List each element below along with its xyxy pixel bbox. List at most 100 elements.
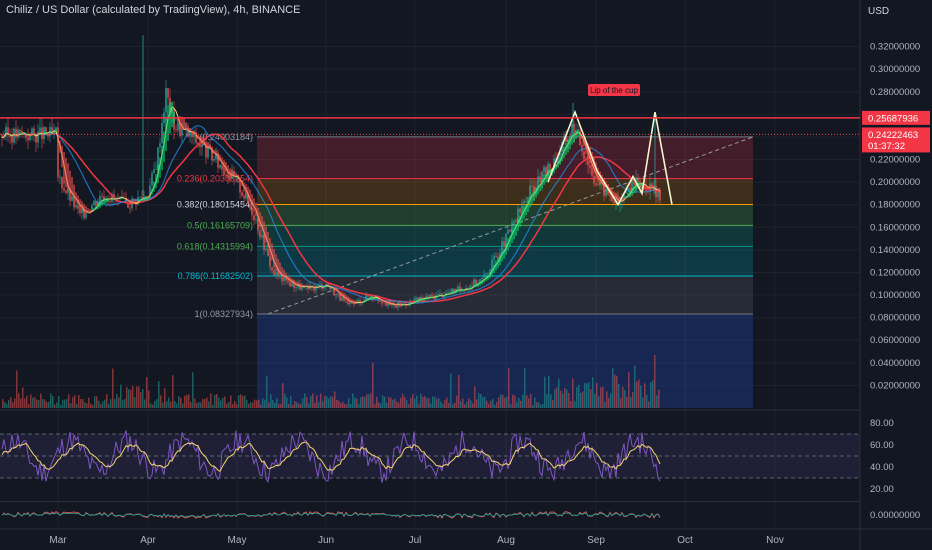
price-tick-label: 0.10000000 — [870, 290, 920, 301]
fib-level-label: 0.618(0.14315994) — [177, 241, 253, 251]
candle-body — [197, 142, 199, 145]
candle-body — [15, 128, 17, 138]
volume-bar — [502, 395, 504, 408]
volume-bar — [200, 402, 202, 408]
price-tick-label: 0.02000000 — [870, 380, 920, 391]
volume-bar — [394, 398, 396, 408]
candle-body — [395, 305, 397, 308]
volume-bar — [34, 397, 36, 408]
candle-body — [333, 288, 335, 296]
price-tick-label: 0.08000000 — [870, 313, 920, 324]
candle-body — [229, 178, 231, 180]
candle-body — [205, 144, 207, 158]
volume-bar — [304, 393, 306, 408]
volume-bar — [374, 404, 376, 408]
volume-bar — [626, 396, 628, 408]
countdown-value: 01:37:32 — [868, 141, 905, 152]
oscillator-signal-line — [1, 512, 661, 518]
volume-bar — [618, 383, 620, 408]
candle-body — [463, 290, 465, 292]
volume-bar — [300, 403, 302, 408]
volume-bar — [466, 402, 468, 408]
candle-body — [367, 294, 369, 297]
volume-bar — [112, 368, 114, 408]
volume-bar — [490, 400, 492, 408]
candle-body — [659, 190, 661, 201]
candle-body — [363, 300, 365, 303]
time-tick-label: Oct — [677, 535, 693, 546]
candle-body — [31, 128, 33, 134]
candle-body — [597, 184, 599, 186]
candle-body — [243, 196, 245, 199]
rsi-signal-line — [1, 441, 661, 472]
volume-bar — [56, 402, 58, 408]
volume-bar — [94, 396, 96, 408]
candle-body — [323, 286, 325, 289]
resistance-tag-bg — [862, 110, 930, 125]
candle-body — [403, 303, 405, 304]
volume-bar — [92, 404, 94, 408]
volume-bar — [70, 403, 72, 408]
candle-body — [59, 177, 61, 178]
candle-body — [39, 127, 41, 132]
annotation-bg — [588, 84, 640, 96]
volume-bar — [150, 403, 152, 408]
volume-bar — [446, 397, 448, 408]
volume-bar — [250, 402, 252, 408]
candle-body — [283, 276, 285, 282]
volume-bar — [646, 394, 648, 408]
volume-bar — [644, 383, 646, 408]
candle-body — [337, 293, 339, 295]
volume-bar — [270, 394, 272, 408]
fib-trend-line — [267, 136, 754, 315]
volume-bar — [554, 389, 556, 408]
volume-bar — [52, 396, 54, 408]
candle-body — [153, 169, 155, 173]
volume-bar — [188, 394, 190, 408]
volume-bar — [224, 396, 226, 408]
candle-body — [589, 165, 591, 168]
volume-bar — [400, 397, 402, 408]
volume-bar — [396, 401, 398, 408]
volume-bar — [30, 394, 32, 408]
candle-body — [301, 286, 303, 290]
candle-body — [495, 256, 497, 258]
candle-body — [515, 220, 517, 222]
volume-bar — [50, 393, 52, 408]
volume-bar — [278, 403, 280, 408]
candle-body — [429, 294, 431, 299]
candle-body — [275, 272, 277, 276]
volume-bar — [114, 399, 116, 408]
volume-bar — [336, 399, 338, 408]
volume-bar — [44, 399, 46, 408]
candle-body — [347, 301, 349, 305]
volume-bar — [320, 393, 322, 408]
volume-bar — [636, 381, 638, 408]
candle-body — [573, 124, 575, 135]
candle-body — [391, 303, 393, 306]
volume-bar — [66, 399, 68, 408]
candle-body — [293, 281, 295, 288]
volume-bar — [356, 398, 358, 408]
volume-bar — [566, 389, 568, 408]
candle-body — [241, 192, 243, 197]
volume-bar — [242, 396, 244, 408]
volume-bar — [8, 400, 10, 408]
volume-bar — [154, 400, 156, 408]
candle-body — [195, 132, 197, 143]
volume-bar — [262, 398, 264, 408]
volume-bar — [326, 396, 328, 408]
candle-body — [327, 283, 329, 287]
candle-body — [341, 297, 343, 301]
candle-body — [629, 187, 631, 191]
volume-bar — [128, 389, 130, 408]
volume-bar — [612, 368, 614, 408]
volume-bar — [208, 401, 210, 408]
candle-body — [225, 175, 227, 176]
volume-bar — [84, 402, 86, 408]
volume-bar — [472, 403, 474, 408]
volume-bar — [640, 385, 642, 408]
volume-bar — [532, 404, 534, 408]
volume-bar — [454, 402, 456, 408]
